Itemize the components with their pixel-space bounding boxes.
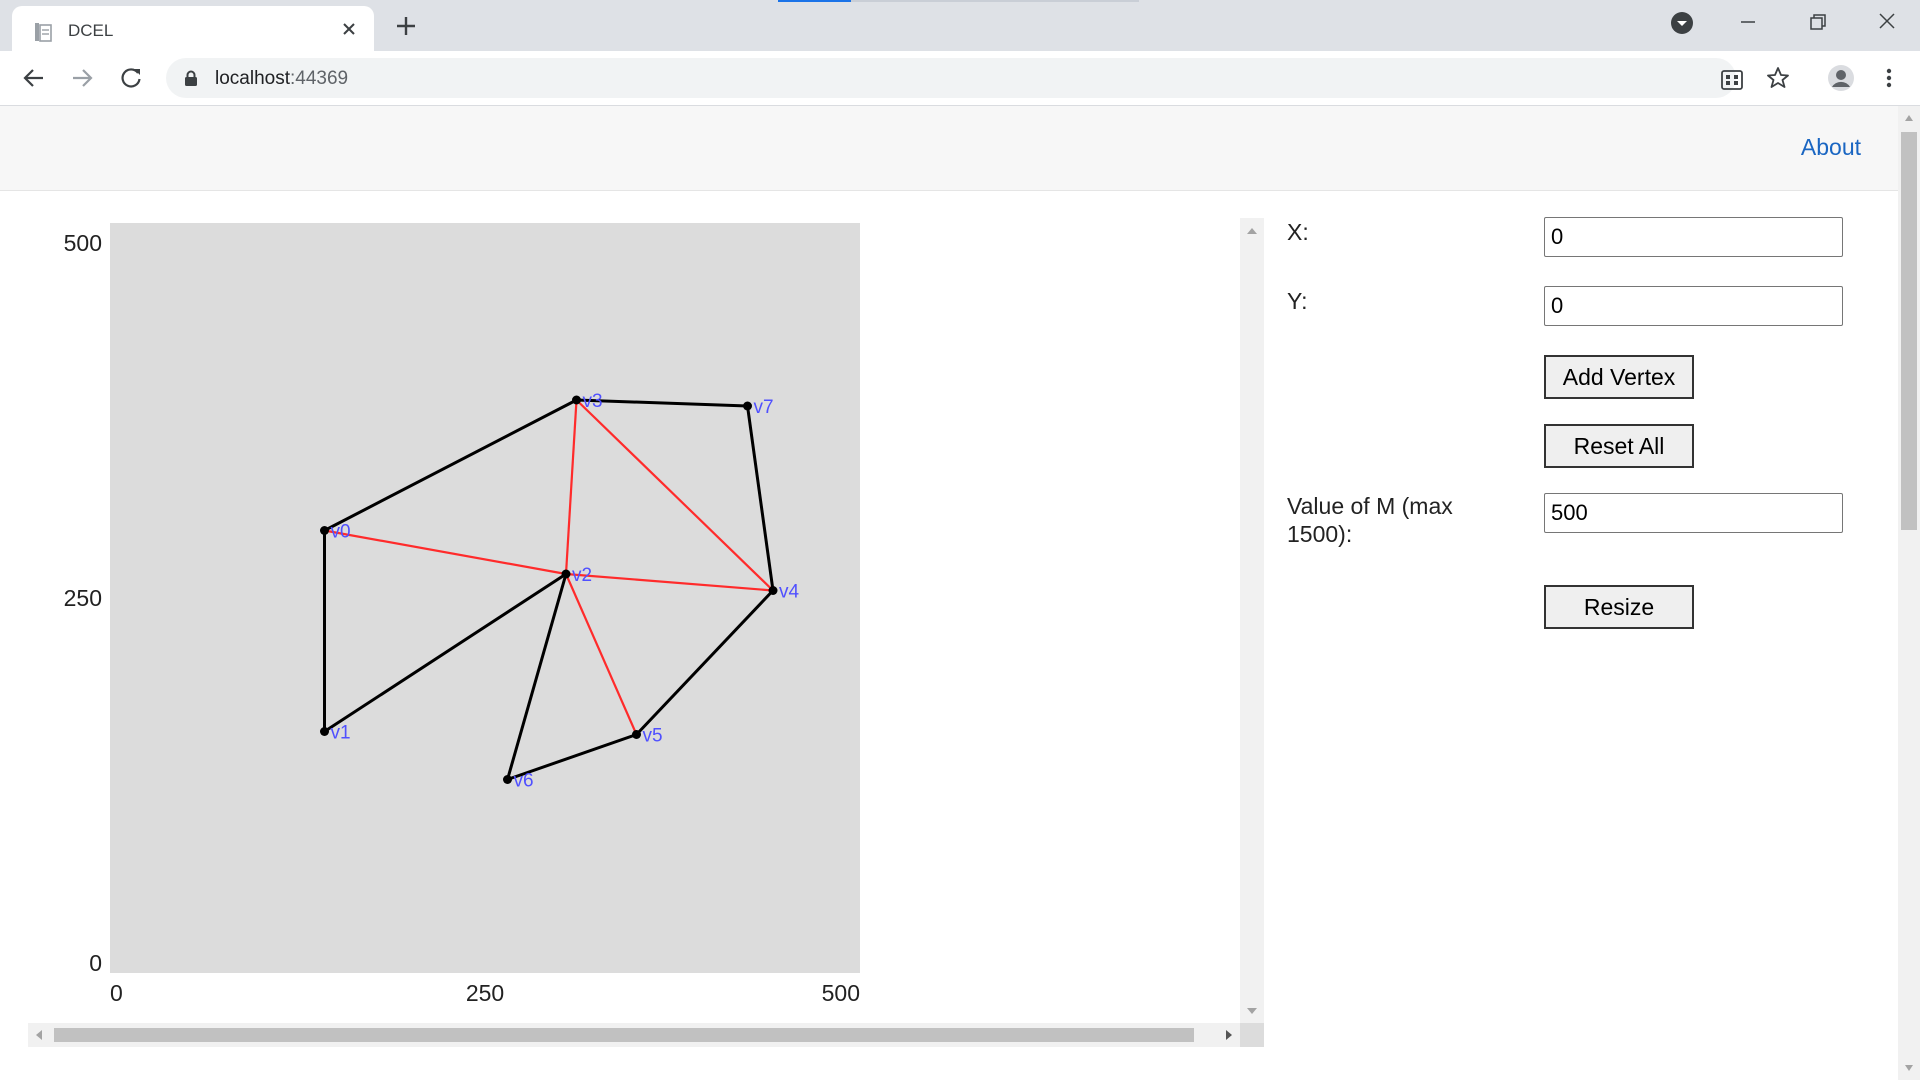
plot-scroll-area: 0 250 500 0 250 500 v0 v1 v2 v3 v4 v5 v6 v7 <box>28 219 1264 1047</box>
edge-v7-v4 <box>746 405 775 591</box>
add-vertex-button[interactable]: Add Vertex <box>1544 355 1694 399</box>
resize-button[interactable]: Resize <box>1544 585 1694 629</box>
edge-v2-v3 <box>564 399 578 575</box>
x-tick-label: 500 <box>822 980 860 1006</box>
plot-background <box>110 223 860 973</box>
vertex-v7 <box>743 401 752 411</box>
page-icon <box>35 23 52 42</box>
scroll-up-icon[interactable] <box>1904 114 1914 122</box>
vertex-v0 <box>320 526 329 535</box>
address-bar[interactable]: localhost:44369 <box>166 58 1743 98</box>
about-link[interactable]: About <box>1800 134 1861 160</box>
scroll-down-icon[interactable] <box>1246 1006 1258 1016</box>
x-tick-label: 250 <box>466 980 504 1006</box>
plot-horizontal-scrollbar[interactable] <box>28 1023 1240 1047</box>
scroll-down-icon[interactable] <box>1904 1064 1914 1072</box>
loading-track <box>851 0 1139 2</box>
x-label: X: <box>1287 219 1309 245</box>
tab-dcel[interactable]: DCEL <box>12 6 374 51</box>
close-icon[interactable] <box>338 18 360 40</box>
vertex-v3 <box>572 395 581 405</box>
lock-icon[interactable] <box>184 70 198 86</box>
y-tick-label: 250 <box>64 585 102 611</box>
profile-dropdown-icon[interactable] <box>1667 10 1697 34</box>
back-icon[interactable] <box>20 64 48 92</box>
dcel-plot[interactable]: 0 250 500 0 250 500 v0 v1 v2 v3 v4 v5 v6 v7 <box>28 219 1240 1023</box>
edge-v3-v4 <box>575 399 774 592</box>
restore-icon[interactable] <box>1802 10 1832 34</box>
reload-icon[interactable] <box>117 64 145 92</box>
edge-v0-v3 <box>323 398 578 532</box>
vertex-label-v4: v4 <box>779 582 800 603</box>
reset-all-button[interactable]: Reset All <box>1544 424 1694 468</box>
navbar: About <box>0 106 1898 191</box>
m-input[interactable] <box>1544 493 1843 533</box>
vertex-v5 <box>632 730 641 739</box>
minimize-icon[interactable] <box>1733 10 1763 34</box>
vertex-label-v0: v0 <box>331 522 351 543</box>
scroll-up-icon[interactable] <box>1246 226 1258 236</box>
edge-v6-v2 <box>506 573 568 780</box>
page-vertical-scrollbar[interactable] <box>1898 106 1920 1080</box>
y-label: Y: <box>1287 288 1308 314</box>
edge-v5-v6 <box>507 733 637 781</box>
edge-v2-v1 <box>323 572 567 733</box>
vertex-label-v7: v7 <box>754 397 774 418</box>
x-input[interactable] <box>1544 217 1843 257</box>
vertex-label-v3: v3 <box>583 391 603 412</box>
plot-vertical-scrollbar[interactable] <box>1240 218 1264 1023</box>
scrollbar-thumb[interactable] <box>1901 132 1917 530</box>
y-tick-label: 500 <box>64 230 102 256</box>
star-icon[interactable] <box>1766 66 1790 90</box>
vertex-v1 <box>320 727 329 736</box>
tab-title: DCEL <box>68 21 114 40</box>
scroll-left-icon[interactable] <box>34 1029 44 1041</box>
x-tick-label: 0 <box>110 980 123 1006</box>
forward-icon[interactable] <box>68 64 96 92</box>
url-text: localhost:44369 <box>215 68 349 89</box>
close-window-icon[interactable] <box>1872 10 1902 34</box>
plus-icon[interactable] <box>393 13 419 39</box>
tab-strip: DCEL <box>0 0 1920 51</box>
vertex-v2 <box>561 569 571 579</box>
vertex-label-v1: v1 <box>331 723 351 744</box>
vertex-v6 <box>503 775 512 784</box>
scroll-right-icon[interactable] <box>1224 1029 1234 1041</box>
apps-icon[interactable] <box>1720 68 1744 92</box>
browser-toolbar: localhost:44369 <box>0 51 1920 106</box>
edge-v2-v5 <box>564 573 638 735</box>
m-label: Value of M (max 1500): <box>1287 493 1453 547</box>
edge-v2-v4 <box>565 572 774 592</box>
menu-icon[interactable] <box>1877 66 1901 90</box>
edge-v3-v7 <box>576 398 748 408</box>
vertex-label-v5: v5 <box>643 726 663 747</box>
edge-v4-v5 <box>635 589 775 736</box>
y-input[interactable] <box>1544 286 1843 326</box>
vertex-v4 <box>768 586 778 595</box>
loading-indicator <box>778 0 851 2</box>
vertex-label-v6: v6 <box>514 771 534 792</box>
y-tick-label: 0 <box>89 950 102 976</box>
vertex-label-v2: v2 <box>572 565 592 586</box>
edge-v0-v2 <box>324 529 567 576</box>
scrollbar-corner <box>1240 1023 1264 1047</box>
scrollbar-thumb[interactable] <box>54 1028 1194 1042</box>
account-icon[interactable] <box>1827 64 1855 92</box>
page-content: About 0 250 500 0 250 500 v0 v1 v2 v3 v4 v5 v6 v7 X: … <box>0 106 1898 1080</box>
